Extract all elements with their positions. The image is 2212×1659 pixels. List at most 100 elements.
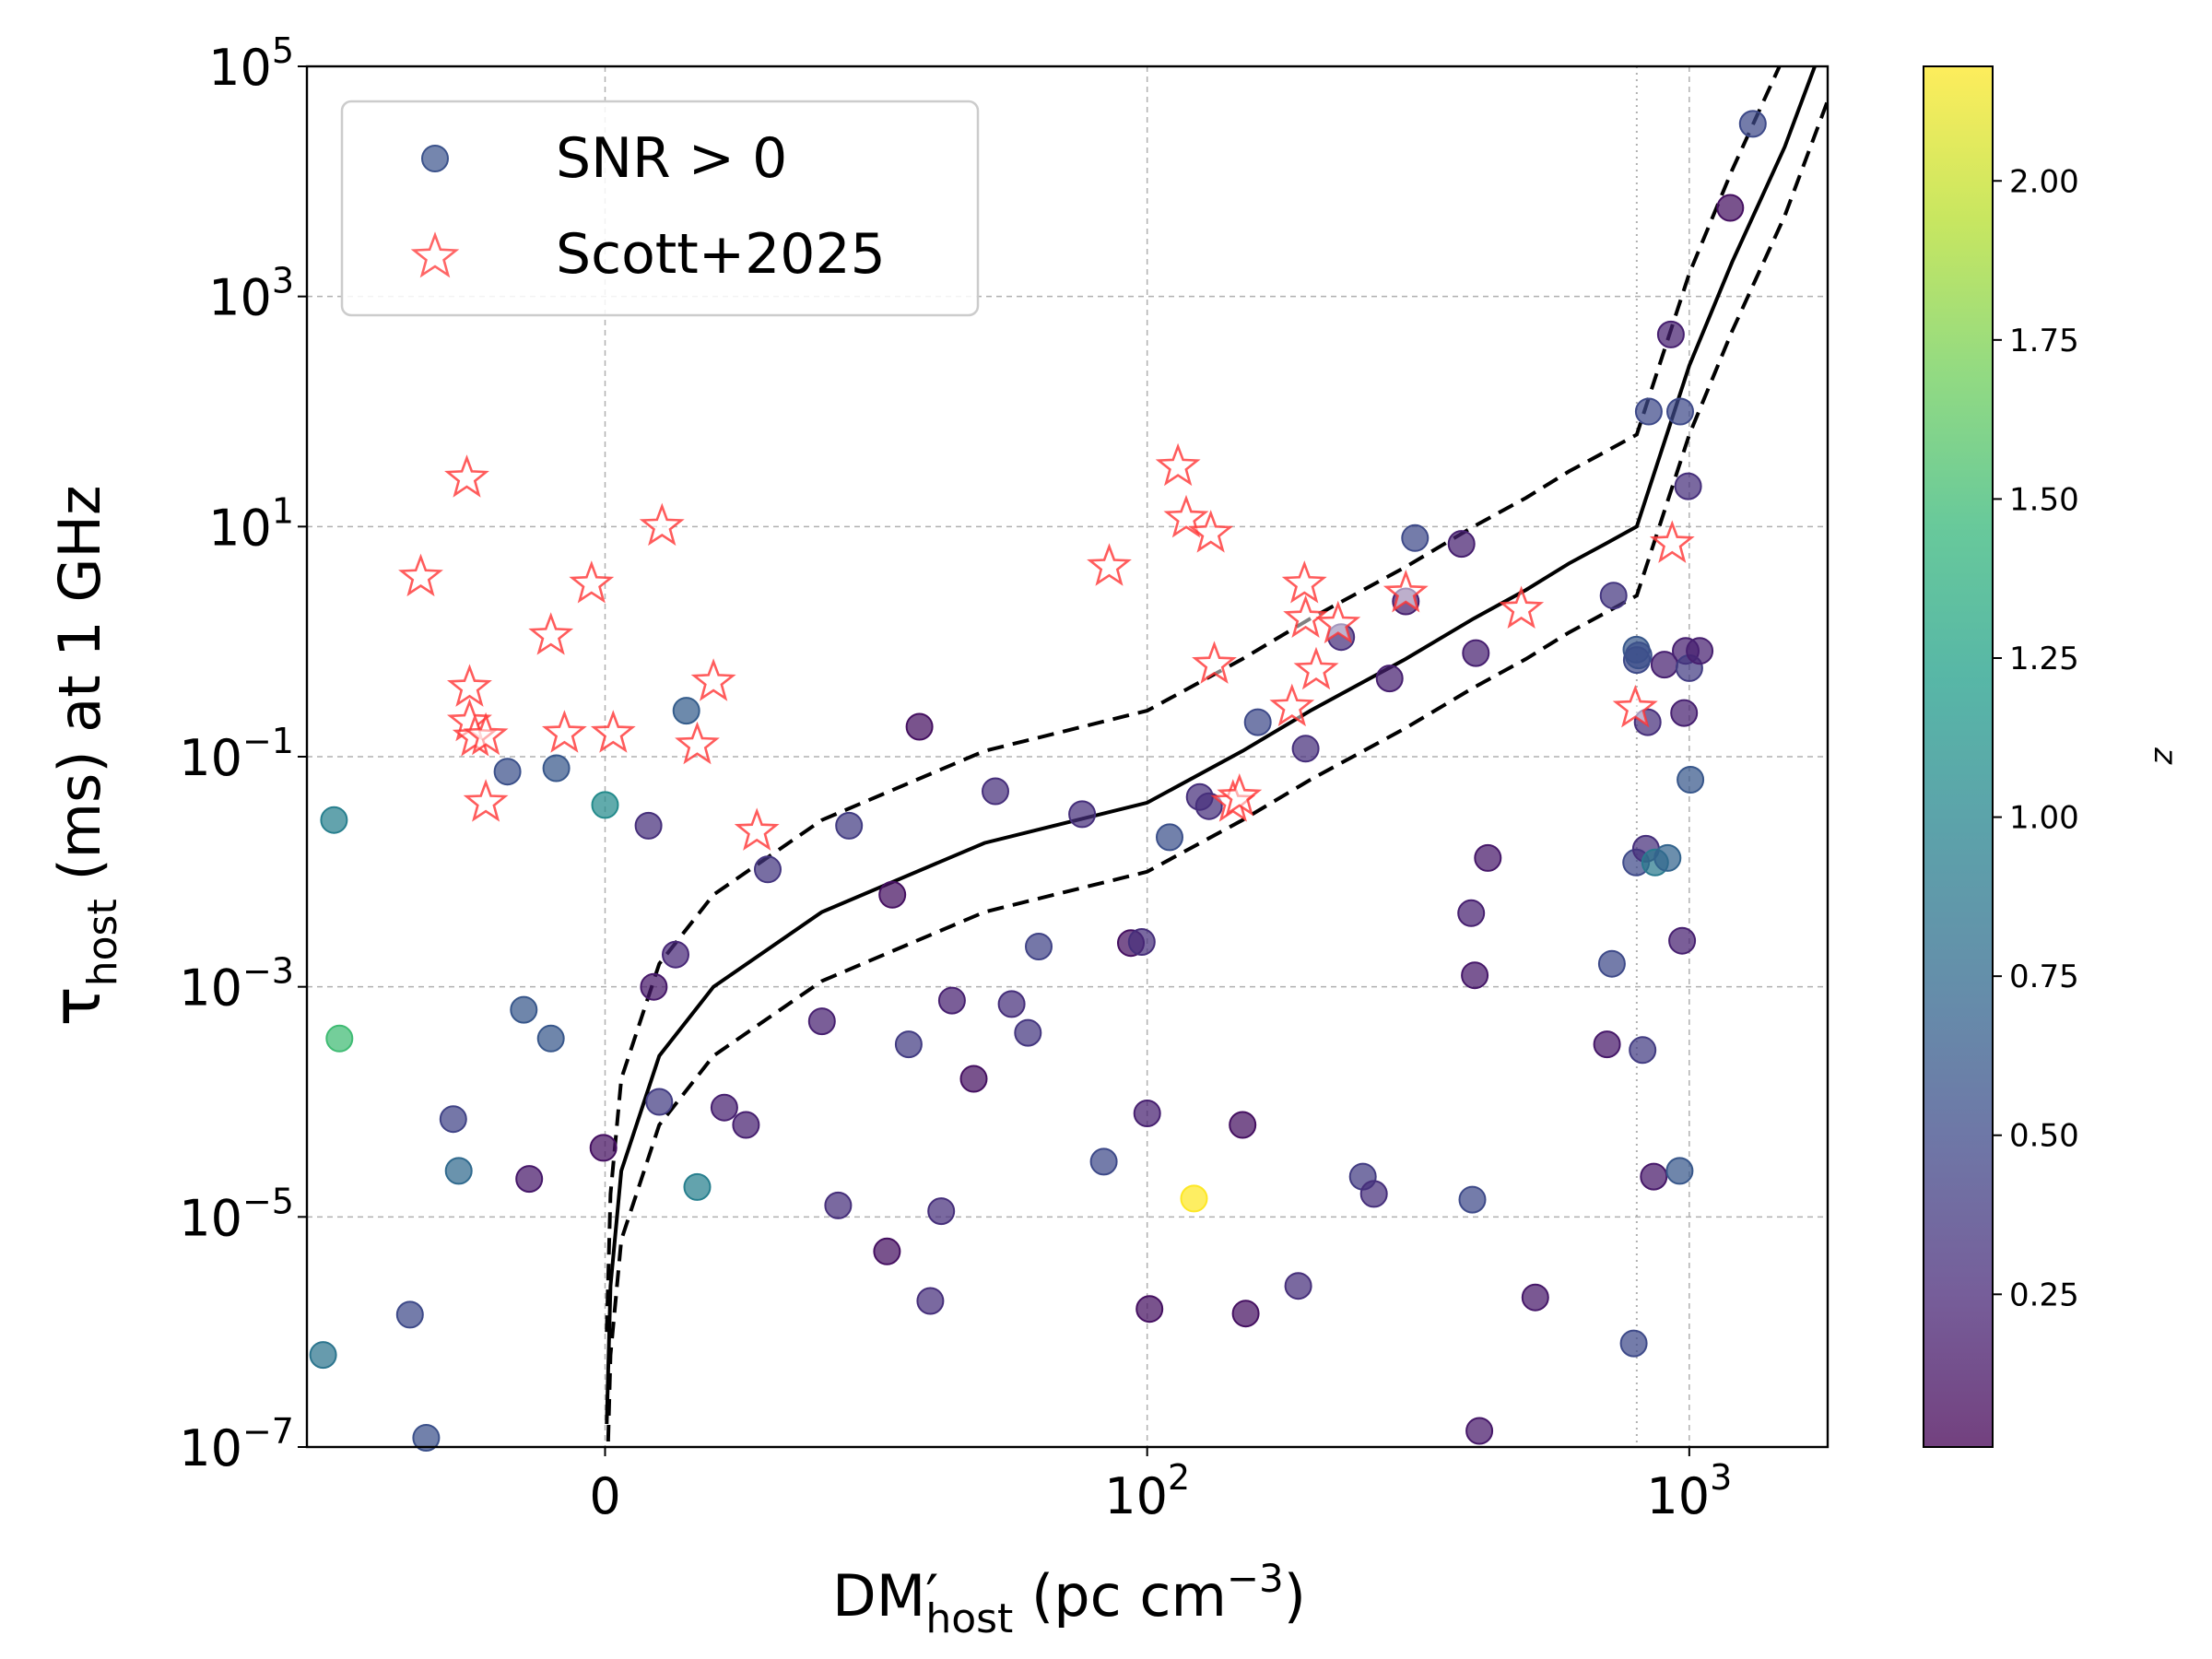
data-point: [927, 1197, 956, 1226]
data-point: [873, 1237, 901, 1265]
data-point: [591, 791, 619, 819]
data-point: [1156, 823, 1183, 852]
data-point: [1068, 800, 1097, 829]
y-tick-label: 105: [208, 30, 294, 97]
data-point: [1462, 639, 1490, 667]
data-point: [1089, 1147, 1118, 1176]
data-point: [835, 811, 864, 840]
y-tick-label: 101: [208, 490, 294, 557]
colorbar-title: z: [2147, 747, 2183, 765]
data-point: [439, 1105, 467, 1134]
star-point: [1192, 641, 1237, 684]
colorbar-tick-label: 0.25: [2009, 1277, 2079, 1313]
data-point: [1014, 1018, 1042, 1047]
data-point: [1624, 641, 1653, 670]
data-point: [1474, 843, 1502, 872]
data-point: [1465, 1417, 1494, 1445]
median-curve: [605, 66, 1818, 1425]
star-point: [675, 721, 720, 765]
star-point: [1188, 510, 1234, 553]
data-point: [878, 880, 907, 909]
data-point: [1133, 1100, 1161, 1127]
colorbar-tick-label: 1.25: [2009, 641, 2079, 677]
data-point: [444, 1157, 473, 1185]
data-point: [645, 1088, 674, 1116]
legend-label-scott: Scott+2025: [556, 222, 886, 287]
lower-bound-curve: [606, 100, 1828, 1447]
star-point: [734, 807, 780, 851]
star-point: [1269, 683, 1315, 727]
star-point: [1087, 543, 1132, 586]
data-point: [536, 1024, 565, 1053]
star-point: [1293, 646, 1339, 690]
star-point: [639, 502, 685, 547]
y-axis-ticks: 105 103 101 10−1 10−3 10−5 10−7: [179, 30, 307, 1477]
data-point: [1457, 899, 1486, 927]
star-point: [463, 779, 509, 822]
data-point: [1619, 1329, 1648, 1358]
star-point: [1315, 600, 1361, 644]
data-point: [493, 758, 522, 786]
legend-label-snr: SNR > 0: [556, 126, 787, 191]
star-point: [1155, 442, 1201, 487]
data-point: [1738, 110, 1767, 138]
data-point: [515, 1165, 544, 1194]
data-point: [1599, 582, 1628, 610]
x-tick-label: 103: [1646, 1457, 1732, 1525]
y-tick-label: 10−5: [179, 1181, 294, 1247]
star-point: [463, 712, 509, 756]
star-point: [569, 560, 615, 604]
x-axis-title: DM′host (pc cm−3): [832, 1556, 1306, 1642]
data-point: [1629, 1036, 1657, 1065]
star-point: [446, 664, 492, 707]
legend-circle-marker: [421, 145, 449, 172]
star-point: [1499, 585, 1545, 629]
data-point: [1668, 926, 1697, 955]
y-tick-label: 10−3: [179, 951, 294, 1018]
data-point: [325, 1024, 354, 1053]
data-point: [1674, 472, 1702, 500]
data-point: [510, 995, 538, 1024]
star-point: [1283, 594, 1329, 639]
data-point: [589, 1134, 618, 1162]
data-point: [1359, 1180, 1388, 1208]
star-point: [1217, 773, 1263, 817]
data-point: [1665, 1157, 1694, 1185]
x-tick-label: 102: [1104, 1457, 1190, 1525]
star-point: [444, 454, 489, 498]
star-point: [1649, 520, 1695, 563]
data-point: [683, 1172, 712, 1201]
data-point: [807, 1007, 836, 1036]
data-point: [710, 1093, 738, 1122]
star-point: [690, 658, 736, 701]
data-point: [1458, 1185, 1487, 1214]
y-tick-label: 10−1: [179, 721, 294, 787]
data-point: [1634, 397, 1663, 426]
y-axis-title: τhost (ms) at 1 GHz: [38, 485, 126, 1026]
colorbar-ticks: 0.25 0.50 0.75 1.00 1.25 1.50 1.75 2.00: [1993, 163, 2079, 1313]
legend: SNR > 0 Scott+2025: [340, 100, 980, 317]
colorbar-tick-label: 0.75: [2009, 959, 2079, 995]
data-point: [1653, 843, 1682, 872]
star-point: [1163, 494, 1209, 538]
data-point: [412, 1424, 441, 1452]
data-point: [640, 972, 668, 1001]
data-point: [320, 806, 348, 834]
star-point: [541, 710, 587, 753]
data-point: [824, 1191, 853, 1219]
scott-2025-points: [398, 442, 1695, 851]
data-point: [1375, 665, 1404, 693]
star-point: [590, 710, 636, 753]
star-point: [528, 612, 574, 655]
y-tick-label: 10−7: [179, 1411, 294, 1477]
data-point: [1521, 1283, 1549, 1312]
x-axis-ticks: 0 102 103: [589, 1447, 1732, 1525]
data-point: [916, 1287, 945, 1315]
data-point: [754, 855, 782, 884]
data-point: [1686, 637, 1714, 665]
data-point: [1284, 1272, 1312, 1300]
legend-box: [340, 100, 980, 317]
data-point: [1666, 397, 1694, 426]
colorbar-gradient: [1923, 65, 1994, 1448]
